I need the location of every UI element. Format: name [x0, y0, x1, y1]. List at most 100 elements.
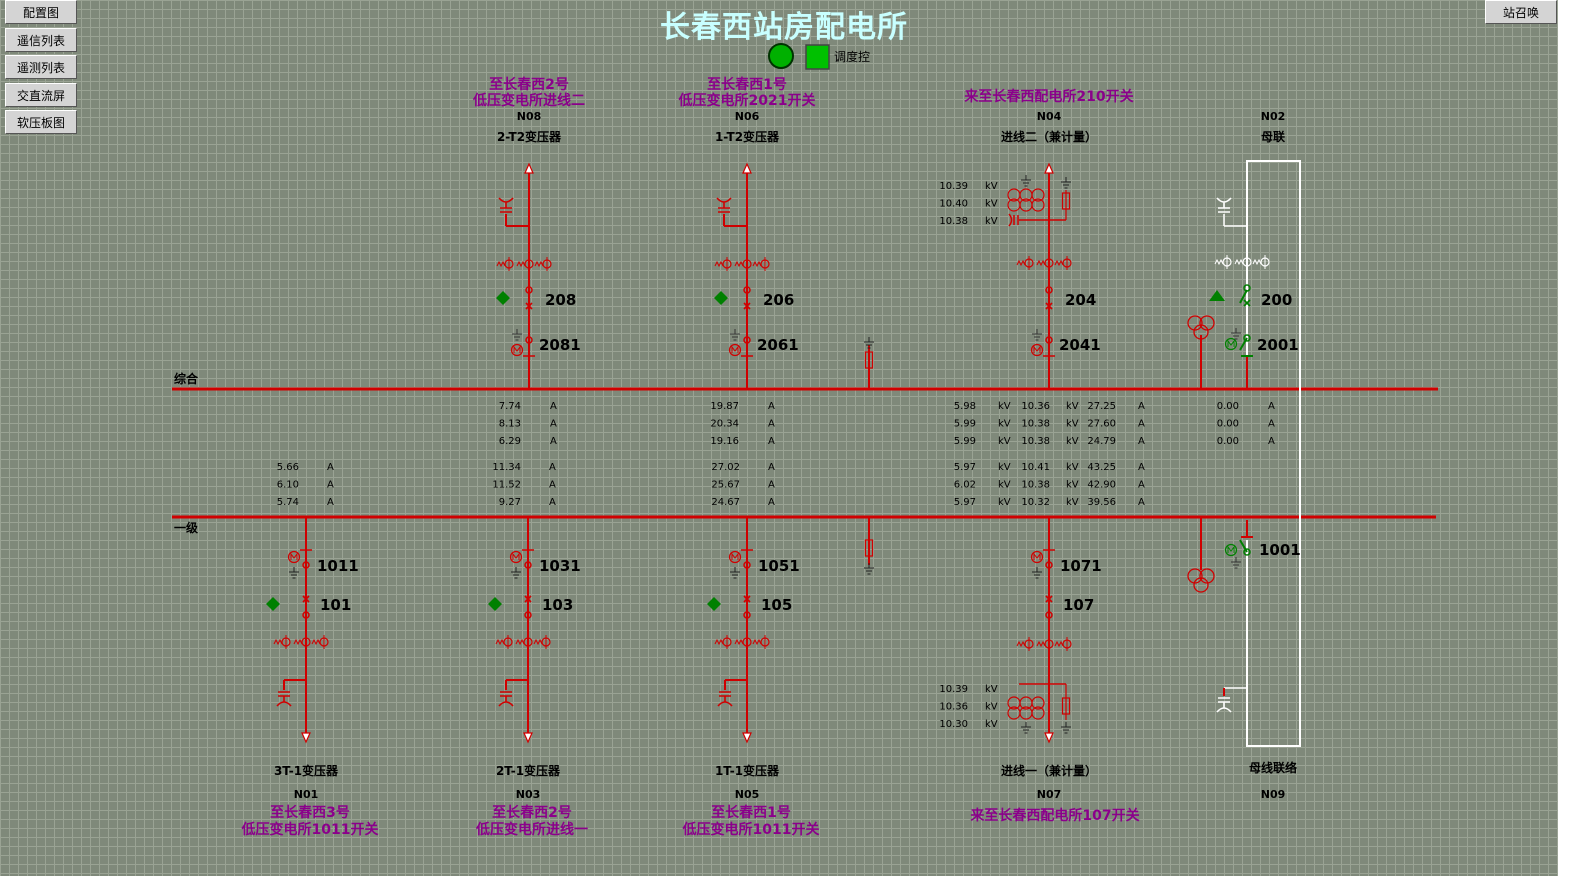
- switch-ground-icon: [512, 329, 522, 341]
- switch-1071-label[interactable]: 1071: [1060, 557, 1102, 575]
- breaker-105-label[interactable]: 105: [761, 596, 792, 614]
- closed-status-diamond-icon[interactable]: [266, 597, 280, 611]
- fuse-icon: [864, 539, 874, 557]
- switch-ground-icon: [730, 329, 740, 341]
- unit-label: A: [1138, 401, 1145, 412]
- bus-link-switch-icon[interactable]: [1239, 539, 1248, 553]
- earthing-switch-icon[interactable]: [1216, 197, 1232, 213]
- pt-voltage-unit: kV: [985, 216, 998, 227]
- pt-voltage-unit: kV: [985, 719, 998, 730]
- nav-button-0[interactable]: 配置图: [5, 0, 77, 24]
- switch-1051-label[interactable]: 1051: [758, 557, 800, 575]
- measured-value: 10.38: [1021, 436, 1050, 447]
- bus-tie-breaker-icon[interactable]: [1239, 289, 1248, 304]
- voltage-transformer-icon: [1007, 188, 1045, 212]
- breaker-x-icon: [1243, 299, 1251, 307]
- pt-voltage-value: 10.39: [939, 684, 968, 695]
- earthing-switch-icon[interactable]: [498, 691, 514, 707]
- pt-voltage-unit: kV: [985, 181, 998, 192]
- switch-1011-label[interactable]: 1011: [317, 557, 359, 575]
- bus-pt-icon: [1187, 568, 1215, 593]
- station-recall-button[interactable]: 站召唤: [1485, 0, 1557, 24]
- breaker-107-label[interactable]: 107: [1063, 596, 1094, 614]
- switch-1031-label[interactable]: 1031: [539, 557, 581, 575]
- earthing-switch-icon[interactable]: [717, 691, 733, 707]
- dispatch-control-toggle[interactable]: [805, 44, 830, 70]
- node-icon: [302, 611, 310, 619]
- bus-lower-label: 一级: [174, 520, 198, 535]
- feeder-destination: 至长春西1号: [707, 76, 787, 93]
- ground-icon: [1231, 328, 1241, 340]
- switch-2061-label[interactable]: 2061: [757, 336, 799, 354]
- arrow-up-icon: [1044, 162, 1054, 174]
- feeder-id: N07: [1037, 788, 1062, 801]
- motor-operator-icon: [1224, 337, 1238, 351]
- breaker-103-label[interactable]: 103: [542, 596, 573, 614]
- nav-button-4[interactable]: 软压板图: [5, 110, 77, 134]
- pt-voltage-unit: kV: [985, 199, 998, 210]
- unit-label: kV: [998, 497, 1011, 508]
- closed-status-diamond-icon[interactable]: [488, 597, 502, 611]
- current-unit: A: [768, 480, 775, 491]
- nav-button-3[interactable]: 交直流屏: [5, 83, 77, 107]
- fuse-icon: [1061, 697, 1071, 715]
- switch-1001-label[interactable]: 1001: [1259, 541, 1301, 559]
- current-unit: A: [550, 436, 557, 447]
- bus-tie-link: [1246, 160, 1301, 747]
- fuse-icon: [1061, 192, 1071, 210]
- node-icon: [1045, 286, 1053, 294]
- switch-2001-label[interactable]: 2001: [1257, 336, 1299, 354]
- current-value: 19.16: [710, 436, 739, 447]
- current-value: 25.67: [711, 480, 740, 491]
- current-transformer-icon: [714, 635, 770, 649]
- nav-button-1[interactable]: 遥信列表: [5, 28, 77, 52]
- earthing-switch-icon[interactable]: [276, 691, 292, 707]
- pt-voltage-value: 10.38: [939, 216, 968, 227]
- earthing-switch-icon[interactable]: [1216, 697, 1232, 713]
- breaker-208-label[interactable]: 208: [545, 291, 576, 309]
- current-unit: A: [1268, 436, 1275, 447]
- measured-value: 10.38: [1021, 419, 1050, 430]
- unit-label: kV: [1066, 462, 1079, 473]
- earthing-switch-icon[interactable]: [498, 197, 514, 213]
- arrow-down-icon: [523, 732, 533, 744]
- arrow-down-icon: [301, 732, 311, 744]
- feeder-id: N01: [294, 788, 319, 801]
- unit-label: A: [1138, 497, 1145, 508]
- feeder-destination: 低压变电所1011开关: [682, 821, 820, 838]
- feeder-name: 进线二（兼计量）: [1001, 129, 1097, 144]
- feeder-destination: 来至长春西配电所107开关: [969, 807, 1139, 824]
- status-triangle-icon: [1209, 290, 1225, 301]
- current-unit: A: [327, 462, 334, 473]
- unit-label: kV: [1066, 497, 1079, 508]
- current-unit: A: [549, 497, 556, 508]
- measured-value: 10.36: [1021, 401, 1050, 412]
- node-icon: [1045, 561, 1053, 569]
- earthing-switch-icon[interactable]: [716, 197, 732, 213]
- breaker-206-label[interactable]: 206: [763, 291, 794, 309]
- breaker-204-label[interactable]: 204: [1065, 291, 1096, 309]
- node-icon: [743, 336, 751, 344]
- current-transformer-icon: [273, 635, 329, 649]
- closed-status-diamond-icon[interactable]: [707, 597, 721, 611]
- measured-value: 24.79: [1087, 436, 1116, 447]
- breaker-101-label[interactable]: 101: [320, 596, 351, 614]
- switch-2041-label[interactable]: 2041: [1059, 336, 1101, 354]
- breaker-x-icon: [1045, 302, 1053, 310]
- motor-operator-icon: [287, 550, 301, 564]
- current-value: 19.87: [710, 401, 739, 412]
- current-unit: A: [768, 497, 775, 508]
- closed-status-diamond-icon[interactable]: [496, 291, 510, 305]
- closed-status-diamond-icon[interactable]: [714, 291, 728, 305]
- breaker-200-label[interactable]: 200: [1261, 291, 1292, 309]
- node-icon: [1243, 284, 1251, 292]
- nav-button-2[interactable]: 遥测列表: [5, 55, 77, 79]
- current-unit: A: [327, 497, 334, 508]
- motor-operator-icon: [510, 343, 524, 357]
- feeder-name: 母联: [1261, 130, 1285, 144]
- node-icon: [743, 611, 751, 619]
- switch-2081-label[interactable]: 2081: [539, 336, 581, 354]
- ground-icon: [1061, 722, 1071, 734]
- pt-switch-icon: [1008, 213, 1019, 227]
